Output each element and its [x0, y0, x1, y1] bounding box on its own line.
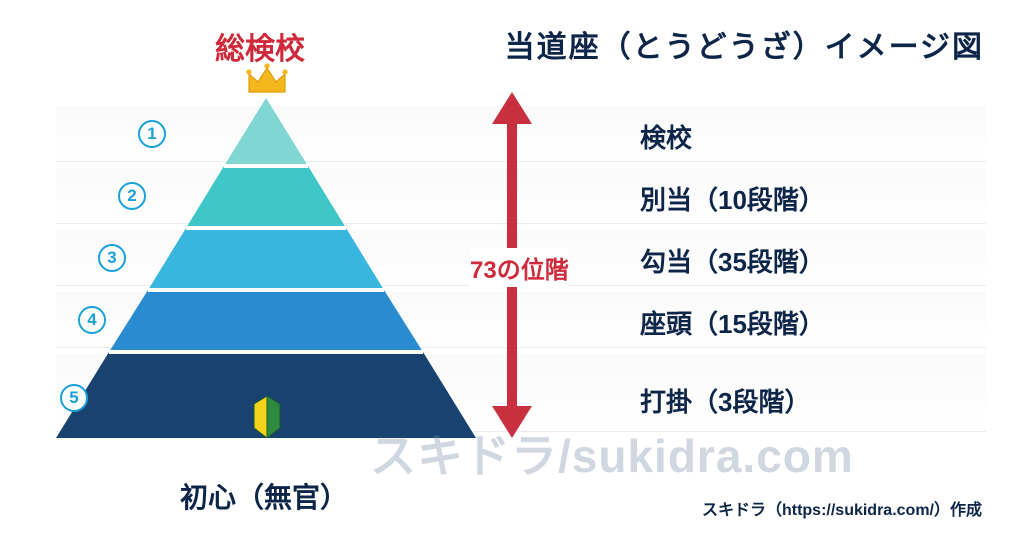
crown-icon	[245, 62, 289, 98]
bottom-label: 初心（無官）	[180, 476, 348, 516]
credit-line: スキドラ（https://sukidra.com/）作成	[702, 496, 982, 520]
rank-badge-1: 1	[138, 120, 166, 148]
rank-label-5: 打掛（3段階）	[640, 382, 810, 419]
rank-label-4: 座頭（15段階）	[640, 304, 825, 341]
rank-badge-2: 2	[118, 182, 146, 210]
rank-badge-3: 3	[98, 244, 126, 272]
arrow-caption: 73の位階	[470, 248, 569, 287]
rank-label-3: 勾当（35段階）	[640, 242, 825, 279]
page-title: 当道座（とうどうざ）イメージ図	[505, 22, 984, 66]
rank-badge-5: 5	[60, 384, 88, 412]
rank-label-2: 別当（10段階）	[640, 180, 825, 217]
beginner-icon	[252, 396, 282, 438]
rank-label-1: 検校	[640, 118, 692, 155]
rank-badge-4: 4	[78, 306, 106, 334]
